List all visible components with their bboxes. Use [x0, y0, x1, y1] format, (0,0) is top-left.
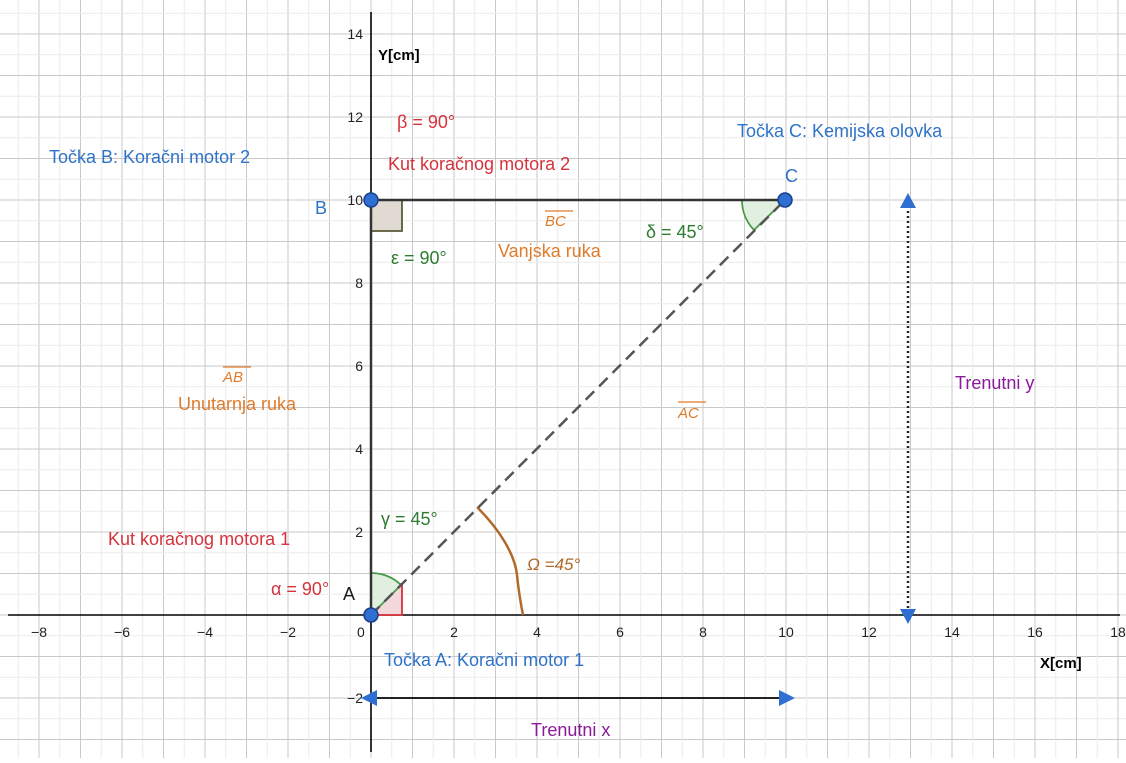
y-tick-label: 8 — [355, 275, 363, 291]
label-gamma: γ = 45° — [381, 509, 438, 529]
y-tick-label: 2 — [355, 524, 363, 540]
x-tick-label: 10 — [778, 624, 794, 640]
label-seg-bc: BC — [545, 213, 566, 230]
label-motor1-angle: Kut koračnog motora 1 — [108, 529, 290, 549]
angle-delta-arc — [742, 200, 785, 230]
label-omega: Ω =45° — [527, 555, 580, 574]
label-outer-arm: Vanjska ruka — [498, 241, 602, 261]
point-b[interactable] — [364, 193, 378, 207]
x-tick-label: 4 — [533, 624, 541, 640]
label-epsilon: ε = 90° — [391, 248, 447, 268]
label-alpha: α = 90° — [271, 579, 329, 599]
label-point-c: Točka C: Kemijska olovka — [737, 121, 943, 141]
x-tick-label: 2 — [450, 624, 458, 640]
point-c[interactable] — [778, 193, 792, 207]
y-axis-title: Y[cm] — [378, 47, 420, 64]
point-c-name: C — [785, 166, 798, 186]
label-current-y: Trenutni y — [955, 373, 1034, 393]
label-inner-arm: Unutarnja ruka — [178, 394, 297, 414]
label-point-b: Točka B: Koračni motor 2 — [49, 147, 250, 167]
x-axis-title: X[cm] — [1040, 655, 1082, 672]
point-a-name: A — [343, 584, 355, 604]
current-x-arrowhead-left — [361, 690, 377, 706]
x-tick-label: 12 — [861, 624, 877, 640]
label-beta: β = 90° — [397, 112, 455, 132]
x-tick-label: 16 — [1027, 624, 1043, 640]
x-tick-label: 6 — [616, 624, 624, 640]
y-tick-label: 12 — [347, 109, 363, 125]
x-tick-label: 0 — [357, 624, 365, 640]
x-tick-label: 8 — [699, 624, 707, 640]
point-a[interactable] — [364, 608, 378, 622]
current-x-arrowhead-right — [779, 690, 795, 706]
x-tick-label: 14 — [944, 624, 960, 640]
label-delta: δ = 45° — [646, 222, 704, 242]
label-seg-ab: AB — [222, 369, 243, 386]
y-tick-label: 10 — [347, 192, 363, 208]
y-tick-label: 6 — [355, 358, 363, 374]
y-tick-label: 4 — [355, 441, 363, 457]
x-tick-label: −6 — [114, 624, 130, 640]
label-motor2-angle: Kut koračnog motora 2 — [388, 154, 570, 174]
y-tick-label: 14 — [347, 26, 363, 42]
axes — [8, 12, 1120, 752]
point-b-name: B — [315, 198, 327, 218]
y-tick-label: −2 — [347, 690, 363, 706]
x-tick-label: −8 — [31, 624, 47, 640]
x-tick-label: 18 — [1110, 624, 1126, 640]
current-y-arrowhead-bottom — [900, 609, 916, 624]
label-point-a: Točka A: Koračni motor 1 — [384, 650, 584, 670]
label-current-x: Trenutni x — [531, 720, 610, 740]
x-tick-label: −2 — [280, 624, 296, 640]
x-tick-label: −4 — [197, 624, 213, 640]
label-seg-ac: AC — [677, 405, 699, 422]
